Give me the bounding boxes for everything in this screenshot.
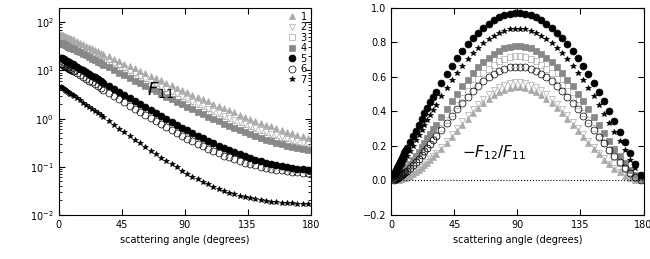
Legend: 1, 2, 3, 4, 5, 6, 7: 1, 2, 3, 4, 5, 6, 7 xyxy=(286,11,307,85)
Text: $-F_{12}/F_{11}$: $-F_{12}/F_{11}$ xyxy=(462,143,526,162)
X-axis label: scattering angle (degrees): scattering angle (degrees) xyxy=(120,235,250,245)
Text: $F_{11}$: $F_{11}$ xyxy=(147,80,174,100)
X-axis label: scattering angle (degrees): scattering angle (degrees) xyxy=(452,235,582,245)
